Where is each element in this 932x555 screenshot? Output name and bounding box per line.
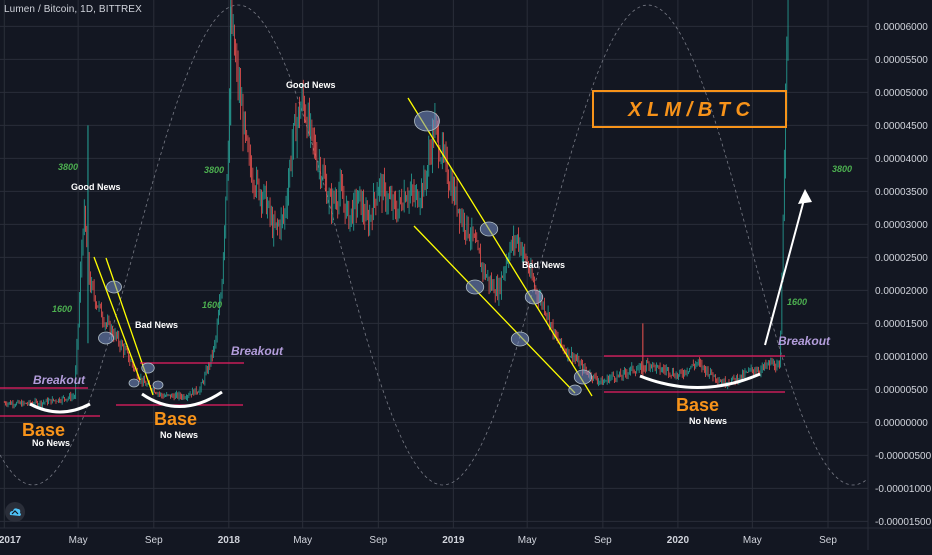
no-news-label: No News [160,430,198,440]
x-tick-label: May [69,535,88,546]
cycle-label-1600: 1600 [787,297,807,307]
x-tick-label: 2019 [442,535,465,546]
base-label: Base [22,420,65,440]
chart-title: Lumen / Bitcoin, 1D, BITTREX [4,4,142,15]
y-tick-label: -0.00001000 [875,484,932,495]
base-label: Base [154,409,197,429]
bad-news-label: Bad News [135,320,178,330]
trend-line [407,97,593,397]
cloud-icon [9,508,21,516]
cycle-label-3800: 3800 [204,165,224,175]
highlight-circle [573,369,593,385]
highlight-circle [98,331,114,345]
no-news-label: No News [689,416,727,426]
y-tick-label: 0.00005000 [875,88,928,99]
cycle-label-1600: 1600 [52,304,72,314]
base-arc [639,372,761,389]
breakout-label: Breakout [33,373,86,387]
tradingview-logo [5,502,25,522]
x-tick-label: Sep [594,535,612,546]
highlight-circle [465,279,485,295]
good-news-label: Good News [71,182,121,192]
y-tick-label: 0.00000500 [875,385,928,396]
base-label: Base [676,395,719,415]
highlight-circle [106,280,122,294]
highlight-circle [524,289,544,305]
trend-line [413,225,576,394]
pair-title-box [592,90,787,128]
y-tick-label: 0.00001500 [875,319,928,330]
y-tick-label: 0.00004000 [875,154,928,165]
y-tick-label: 0.00004500 [875,121,928,132]
cycle-label-3800: 3800 [58,162,78,172]
x-tick-label: Sep [145,535,163,546]
pair-title: X L M / B T C [627,99,750,121]
x-tick-label: 2020 [667,535,690,546]
cycle-label-1600: 1600 [202,300,222,310]
highlight-circle [479,221,499,237]
base-arc [29,402,91,414]
highlight-circle [568,384,582,396]
drawings-layer [0,97,812,417]
cycle-waves [0,4,868,486]
highlight-circle [414,110,440,132]
good-news-label: Good News [286,80,336,90]
trend-line [93,256,141,381]
y-tick-label: 0.00006000 [875,22,928,33]
y-tick-label: 0.00002500 [875,253,928,264]
projection-arrow [764,195,806,346]
x-tick-label: May [743,535,762,546]
y-tick-label: 0.00002000 [875,286,928,297]
breakout-label: Breakout [231,344,284,358]
base-arc [141,390,223,408]
highlight-circle [128,378,140,388]
y-tick-label: 0.00003000 [875,220,928,231]
x-tick-label: May [518,535,537,546]
highlight-circle [510,331,530,347]
y-tick-label: 0.00005500 [875,55,928,66]
y-tick-label: -0.00001500 [875,517,932,528]
cycle-label-3800: 3800 [832,164,852,174]
y-tick-label: 0.00001000 [875,352,928,363]
highlight-circle [152,380,164,390]
arrow-head [798,189,812,204]
y-tick-label: 0.00000000 [875,418,928,429]
breakout-label: Breakout [778,334,831,348]
x-tick-label: May [293,535,312,546]
x-tick-label: Sep [819,535,837,546]
x-tick-label: 2018 [218,535,241,546]
x-tick-label: Sep [369,535,387,546]
bad-news-label: Bad News [522,260,565,270]
y-axis[interactable]: 0.00006000 0.00005500 0.00005000 0.00004500… [820,0,932,550]
no-news-label: No News [32,438,70,448]
y-tick-label: -0.00000500 [875,451,932,462]
x-axis[interactable]: 2017 May Sep 2018 May Sep 2019 May Sep 2020 May Sep [0,527,932,546]
highlight-circle [141,362,155,374]
x-tick-label: 2017 [0,535,22,546]
y-tick-label: 0.00003500 [875,187,928,198]
cycle-wave [0,4,868,486]
